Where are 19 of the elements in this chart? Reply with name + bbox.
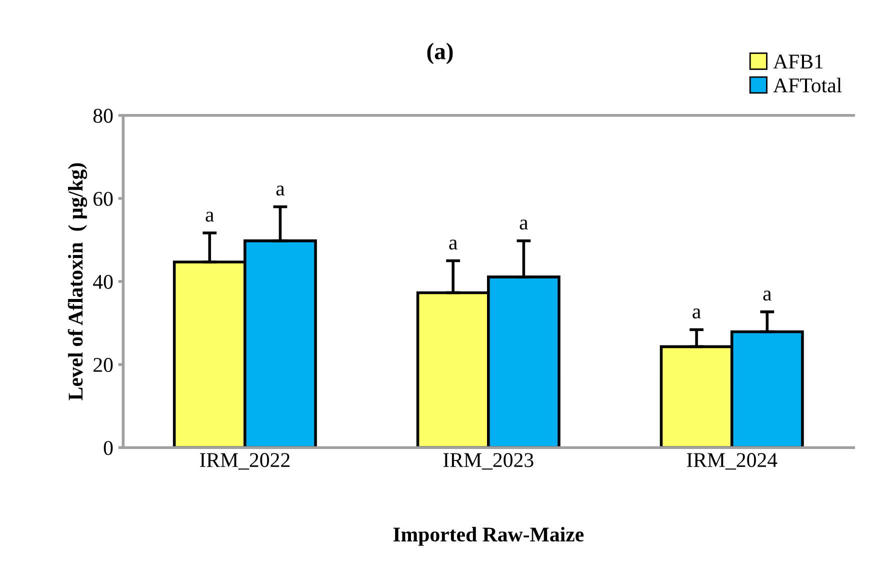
annotation: a [520, 220, 528, 230]
x-tick-label: IRM_2022 [200, 453, 290, 470]
annotation: a [449, 240, 458, 250]
y-tick-label: 60 [94, 192, 113, 206]
annotation: a [763, 290, 772, 301]
chart-title: (a) [427, 42, 453, 64]
y-tick-label: 0 [104, 440, 113, 456]
y-tick-label: 20 [94, 358, 113, 372]
legend-label: AFTotal [773, 78, 842, 92]
x-axis-title: Imported Raw-Maize [393, 526, 584, 546]
annotation: a [692, 308, 701, 318]
x-tick-label: IRM_2023 [443, 453, 534, 470]
x-tick-label: IRM_2024 [686, 453, 778, 470]
annotation: a [276, 186, 285, 196]
legend-label: AFB1 [773, 54, 823, 68]
y-axis-title: Level of Aflatoxin ( µg/kg) [68, 163, 88, 400]
y-tick-label: 40 [93, 274, 113, 289]
annotation: a [206, 212, 214, 222]
y-tick-label: 80 [93, 108, 113, 123]
